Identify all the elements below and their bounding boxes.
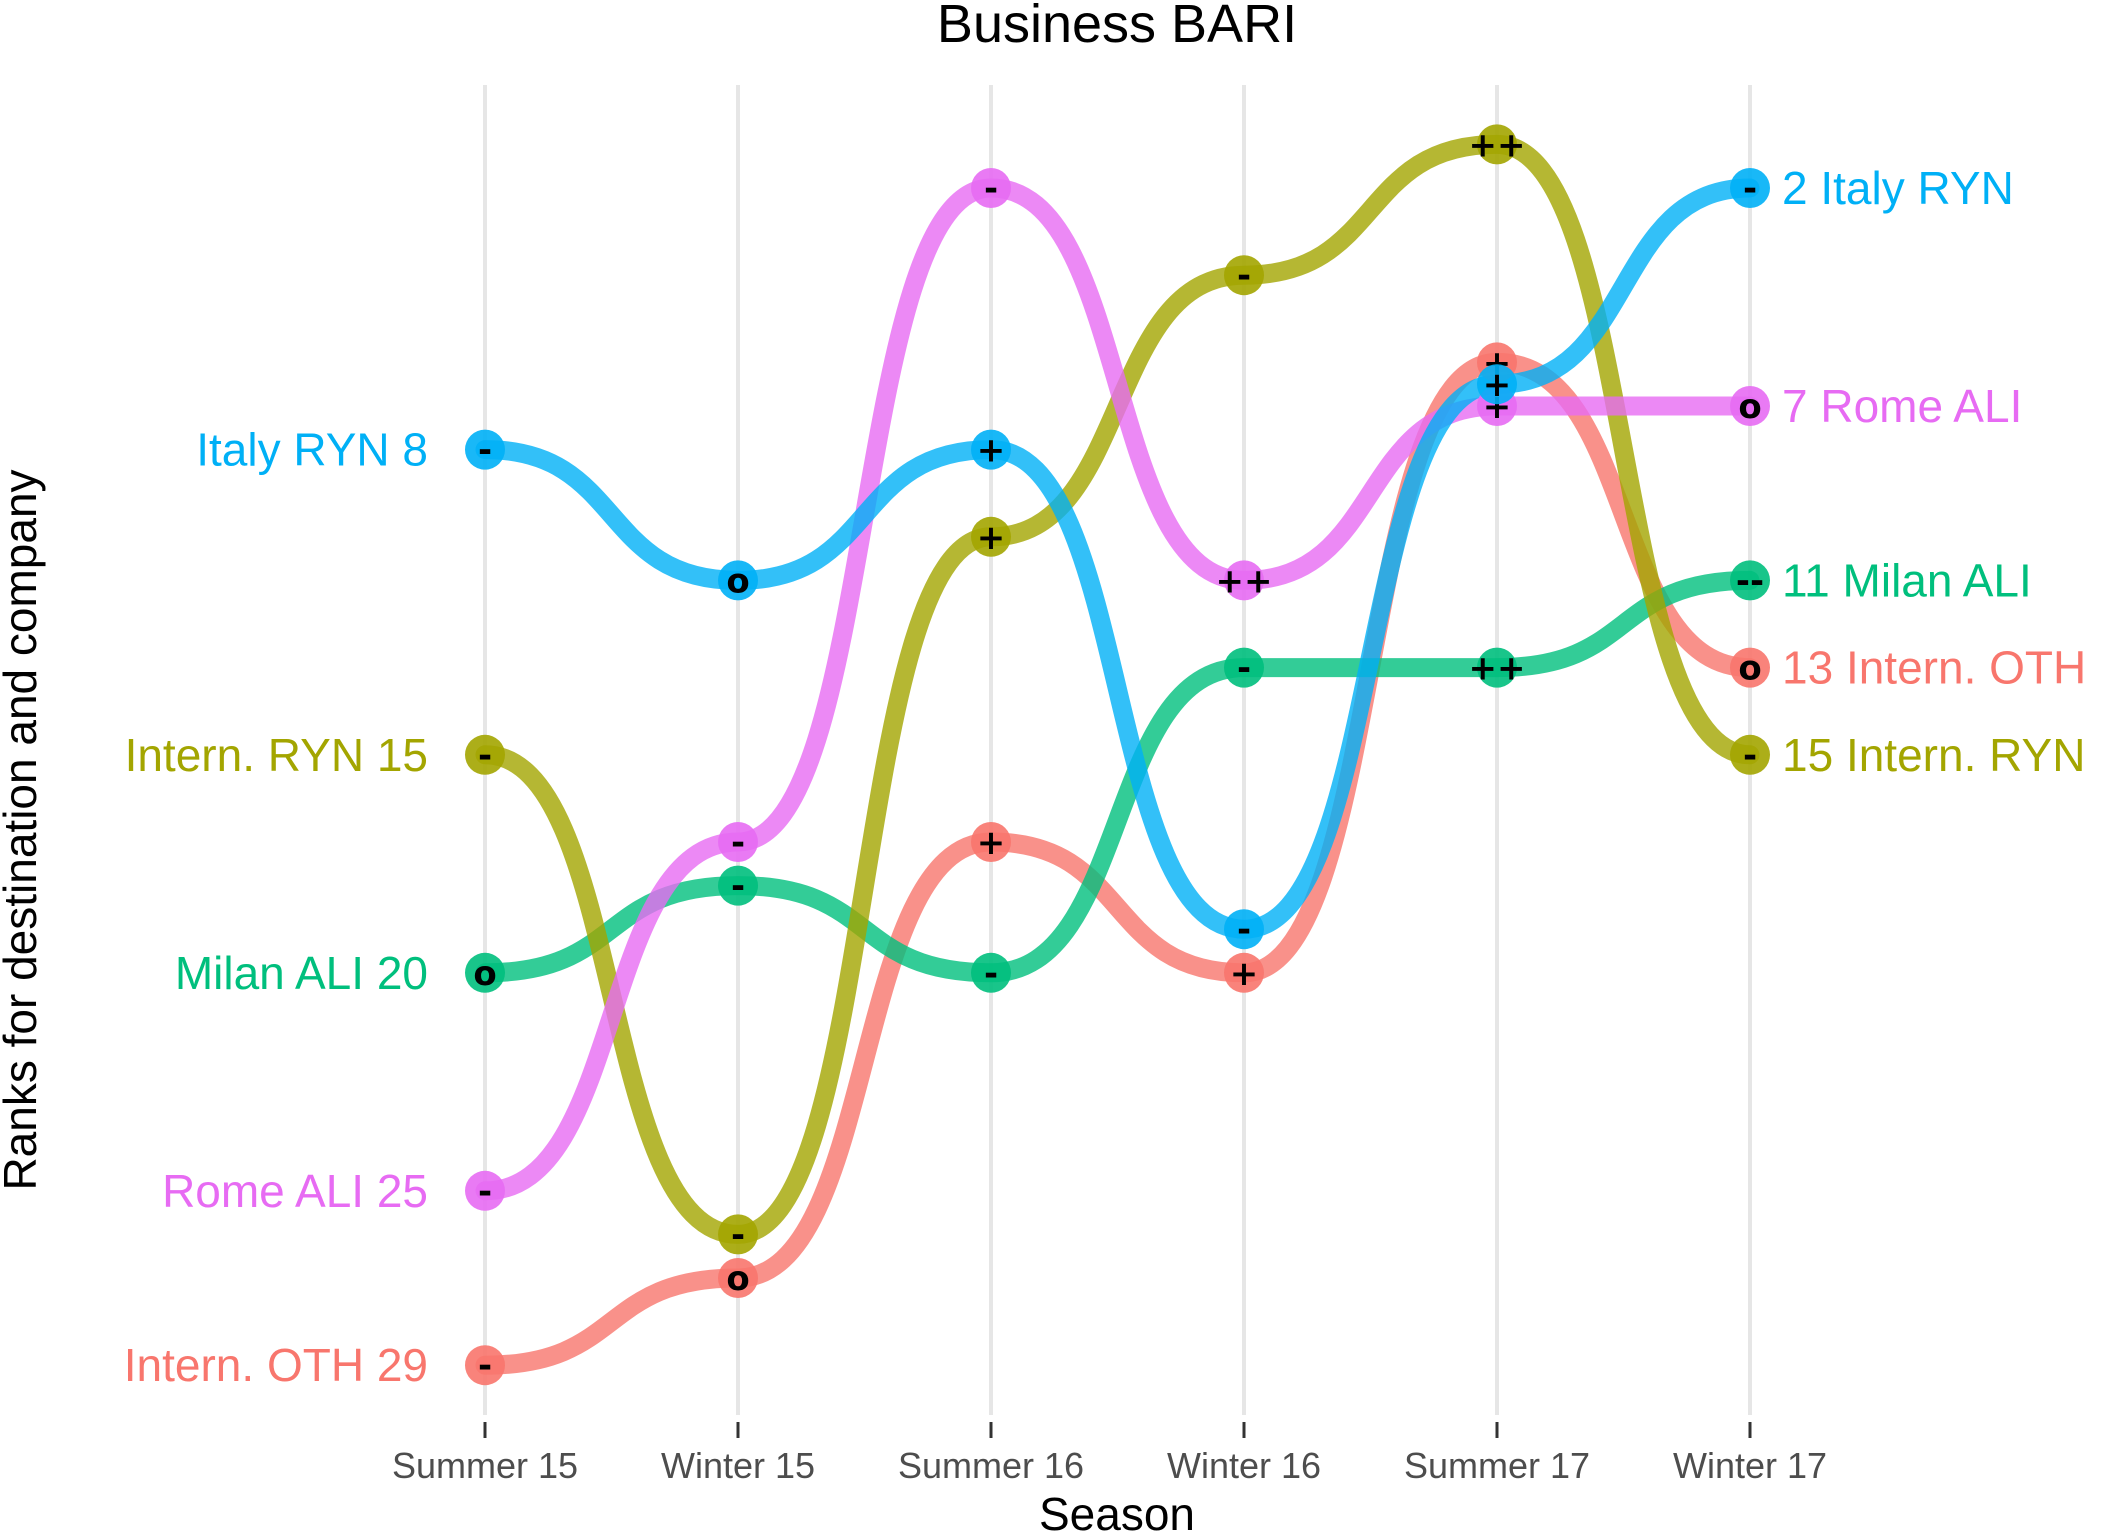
series-point-marker-4-4: + <box>1483 365 1512 405</box>
series-line-1 <box>475 570 1760 983</box>
series-point-3-0 <box>465 1170 505 1211</box>
series-point-1-3 <box>1224 647 1264 688</box>
series-point-3-5 <box>1730 386 1770 426</box>
series-point-0-3 <box>1224 952 1264 993</box>
series-point-3-2 <box>971 168 1011 208</box>
series-point-2-2 <box>971 516 1011 557</box>
series-point-marker-0-2: + <box>977 823 1006 863</box>
series-point-1-4 <box>1477 647 1517 688</box>
series-point-marker-0-5: o <box>1738 649 1761 689</box>
series-point-marker-2-3: - <box>1237 256 1251 296</box>
x-axis: Summer 15 Winter 15 Summer 16 Winter 16 Summ… <box>392 1422 1827 1486</box>
series-point-3-3 <box>1224 560 1264 601</box>
series-point-2-4 <box>1477 124 1517 165</box>
series-point-marker-2-1: - <box>731 1215 745 1255</box>
series-point-marker-1-3: - <box>1237 649 1251 689</box>
series-point-marker-4-3: - <box>1237 910 1251 950</box>
x-tick-label-5: Winter 17 <box>1673 1445 1827 1486</box>
series-point-1-0 <box>465 952 505 993</box>
series-point-marker-0-0: - <box>478 1346 492 1386</box>
x-tick-label-4: Summer 17 <box>1404 1445 1590 1486</box>
series-start-label-4: Italy RYN 8 <box>196 424 428 476</box>
series-point-marker-4-1: o <box>726 561 749 601</box>
series-point-marker-1-0: o <box>473 954 496 994</box>
series-line-2 <box>475 134 1760 1244</box>
series-markers: -o+++oo--- ++----+-++----+++ o-o+-+- <box>465 124 1770 1386</box>
series-point-marker-3-3: ++ <box>1216 561 1273 601</box>
series-point-0-2 <box>971 822 1011 862</box>
series-point-4-5 <box>1730 168 1770 208</box>
series-point-4-2 <box>971 429 1011 470</box>
series-point-marker-1-4: ++ <box>1469 649 1526 689</box>
series-point-4-0 <box>465 429 505 470</box>
x-tick-label-2: Summer 16 <box>898 1445 1084 1486</box>
series-point-4-3 <box>1224 909 1264 950</box>
series-point-marker-4-0: - <box>478 431 492 471</box>
series-point-0-0 <box>465 1345 505 1386</box>
series-labels: Intern. OTH 29 13 Intern. OTH Milan ALI 20… <box>124 162 2086 1391</box>
series-start-label-2: Intern. RYN 15 <box>125 729 428 781</box>
series-point-marker-4-5: - <box>1743 169 1757 209</box>
series-point-4-1 <box>718 560 758 601</box>
series-start-label-1: Milan ALI 20 <box>175 947 428 999</box>
series-point-marker-2-2: + <box>977 518 1006 558</box>
x-tick-label-3: Winter 16 <box>1167 1445 1321 1486</box>
series-point-marker-0-3: + <box>1230 954 1259 994</box>
series-end-label-4: 2 Italy RYN <box>1782 162 2014 214</box>
series-point-2-1 <box>718 1214 758 1255</box>
series-point-marker-3-2: - <box>984 169 998 209</box>
series-point-0-5 <box>1730 647 1770 688</box>
series-point-marker-3-1: - <box>731 823 745 863</box>
series-point-marker-2-5: - <box>1743 736 1757 776</box>
series-point-1-1 <box>718 865 758 906</box>
series-point-marker-3-5: o <box>1738 387 1761 427</box>
series-point-marker-1-2: - <box>984 954 998 994</box>
series-start-label-0: Intern. OTH 29 <box>124 1339 428 1391</box>
series-point-1-2 <box>971 952 1011 993</box>
x-tick-label-1: Winter 15 <box>661 1445 815 1486</box>
series-point-marker-1-1: - <box>731 867 745 907</box>
series-point-0-1 <box>718 1258 758 1298</box>
series-point-marker-2-4: ++ <box>1469 125 1526 165</box>
series-point-1-5 <box>1730 560 1770 601</box>
grid-layer <box>483 85 1752 1415</box>
series-point-2-3 <box>1224 255 1264 296</box>
y-axis-title: Ranks for destination and company <box>0 469 46 1190</box>
series-point-marker-2-0: - <box>478 736 492 776</box>
series-end-label-1: 11 Milan ALI <box>1782 554 2032 606</box>
chart-title: Business BARI <box>937 0 1297 54</box>
x-axis-title: Season <box>1039 1488 1195 1536</box>
series-point-marker-1-5: -- <box>1736 561 1764 601</box>
series-point-2-5 <box>1730 734 1770 775</box>
series-end-label-2: 15 Intern. RYN <box>1782 729 2085 781</box>
series-end-label-3: 7 Rome ALI <box>1782 380 2022 432</box>
series-start-label-3: Rome ALI 25 <box>162 1165 428 1217</box>
series-lines <box>475 134 1760 1375</box>
x-tick-label-0: Summer 15 <box>392 1445 578 1486</box>
series-line-3 <box>475 178 1760 1201</box>
series-point-3-1 <box>718 822 758 862</box>
series-point-2-0 <box>465 734 505 775</box>
series-point-marker-4-2: + <box>977 431 1006 471</box>
series-point-marker-0-1: o <box>726 1259 749 1299</box>
series-end-label-0: 13 Intern. OTH <box>1782 642 2086 694</box>
series-point-marker-3-0: - <box>478 1172 492 1212</box>
series-point-4-4 <box>1477 364 1517 405</box>
